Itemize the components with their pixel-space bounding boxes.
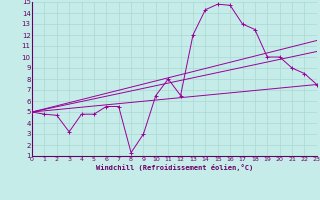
X-axis label: Windchill (Refroidissement éolien,°C): Windchill (Refroidissement éolien,°C) xyxy=(96,164,253,171)
